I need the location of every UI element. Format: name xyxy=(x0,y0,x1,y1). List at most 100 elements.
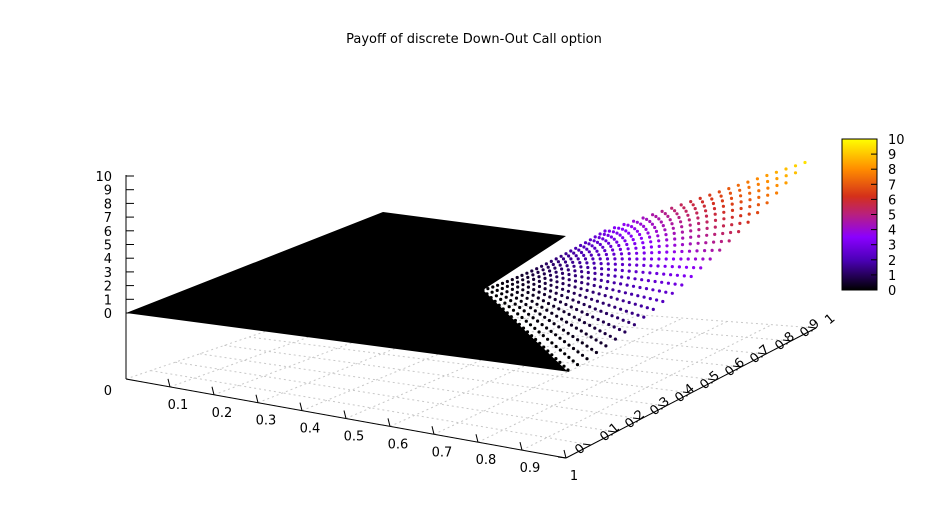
surface-point xyxy=(525,271,529,275)
surface-point xyxy=(657,217,661,221)
surface-point xyxy=(611,288,615,292)
surface-point xyxy=(607,229,612,233)
surface-point xyxy=(566,331,570,335)
surface-point xyxy=(635,220,639,224)
surface-point xyxy=(633,302,637,306)
grid-line-x xyxy=(433,317,684,435)
surface-point xyxy=(526,290,530,295)
surface-point xyxy=(680,230,685,234)
x-tick-label: 0.6 xyxy=(388,437,409,452)
surface-point xyxy=(784,167,788,171)
surface-point xyxy=(665,244,669,248)
y-tick-label: 0.3 xyxy=(647,394,672,419)
surface-point xyxy=(644,287,649,291)
surface-point xyxy=(680,225,684,229)
x-tick-label: 0.3 xyxy=(256,414,277,429)
surface-point xyxy=(585,312,589,317)
surface-point xyxy=(536,296,540,300)
surface-point xyxy=(543,315,547,319)
surface-point xyxy=(604,311,609,316)
surface-point xyxy=(584,295,588,299)
surface-point xyxy=(631,238,635,242)
surface-point xyxy=(689,274,693,279)
surface-point xyxy=(585,288,589,292)
surface-point xyxy=(803,160,807,165)
surface-point xyxy=(682,206,686,210)
surface-point xyxy=(579,329,583,333)
surface-point xyxy=(604,252,609,257)
surface-point xyxy=(592,239,596,243)
surface-point xyxy=(607,303,611,307)
surface-point xyxy=(636,294,640,298)
x-tick-label: 0.5 xyxy=(344,430,365,445)
surface-point xyxy=(507,305,511,309)
surface-point xyxy=(649,240,653,244)
surface-point xyxy=(547,318,552,323)
surface-point xyxy=(738,221,742,225)
surface-point xyxy=(699,266,703,270)
surface-point xyxy=(549,283,553,287)
surface-point xyxy=(617,327,622,332)
surface-point xyxy=(627,231,631,235)
x-tick-label: 0.1 xyxy=(168,398,189,413)
surface-point xyxy=(554,270,558,274)
surface-point xyxy=(624,229,628,233)
surface-point xyxy=(651,307,655,311)
grid-line-x xyxy=(389,314,639,427)
surface-point xyxy=(540,264,544,268)
surface-point xyxy=(546,349,550,353)
surface-point xyxy=(677,265,682,269)
surface-point xyxy=(538,312,542,316)
surface-point xyxy=(572,315,576,319)
surface-point xyxy=(585,344,589,348)
surface-point xyxy=(554,333,558,337)
surface-point xyxy=(598,329,602,333)
surface-point xyxy=(607,241,611,245)
surface-point xyxy=(642,263,646,267)
surface-point xyxy=(679,220,683,224)
surface-point xyxy=(649,264,653,268)
y-tick-label: 0.2 xyxy=(622,407,647,432)
surface-point xyxy=(578,293,582,297)
surface-point xyxy=(530,334,534,338)
surface-point xyxy=(613,337,618,341)
surface-point xyxy=(654,214,658,219)
surface-point xyxy=(560,317,564,321)
surface-point xyxy=(633,277,637,281)
surface-point xyxy=(657,244,661,248)
surface-point xyxy=(571,298,575,302)
surface-point xyxy=(571,260,575,264)
surface-point xyxy=(566,368,570,372)
surface-point xyxy=(695,249,699,253)
surface-point xyxy=(721,224,726,228)
surface-point xyxy=(712,240,716,244)
surface-point xyxy=(586,270,590,275)
x-tick-label: 0.4 xyxy=(300,422,321,437)
surface-point xyxy=(680,243,685,247)
surface-point xyxy=(530,299,534,303)
surface-point xyxy=(650,222,655,226)
surface-point xyxy=(526,275,530,279)
y-tick-mark xyxy=(782,339,792,342)
surface-point xyxy=(631,284,636,288)
surface-point xyxy=(601,301,605,305)
surface-point xyxy=(602,232,606,236)
surface-point xyxy=(620,227,625,231)
surface-point xyxy=(531,273,535,277)
surface-point xyxy=(686,213,690,217)
surface-point xyxy=(703,249,707,253)
surface-point xyxy=(499,297,503,301)
surface-point xyxy=(534,337,538,342)
surface-point xyxy=(680,283,684,287)
surface-point xyxy=(537,290,541,294)
surface-point xyxy=(500,292,504,296)
surface-point xyxy=(576,257,580,261)
surface-point xyxy=(684,265,689,269)
surface-point xyxy=(730,215,734,219)
surface-point xyxy=(691,203,695,207)
surface-point xyxy=(529,306,533,310)
surface-point xyxy=(577,248,581,252)
surface-point xyxy=(521,326,526,330)
surface-point xyxy=(516,312,520,316)
